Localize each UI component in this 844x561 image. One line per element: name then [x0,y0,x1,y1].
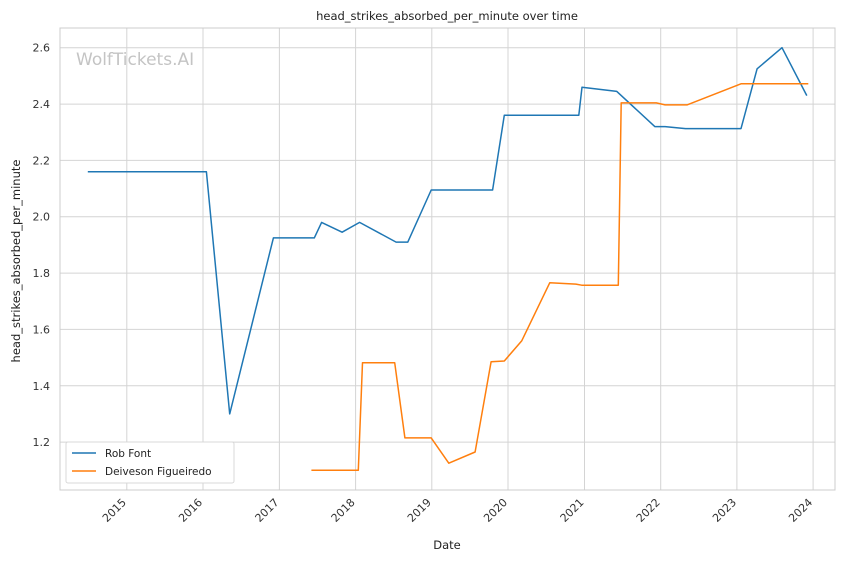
series-rob-font [87,46,808,415]
data-point-rob-font [359,222,361,224]
data-point-rob-font [685,128,687,130]
data-point-rob-font [395,241,397,243]
data-point-rob-font [430,189,432,191]
data-point-rob-font [229,413,231,415]
chart-title: head_strikes_absorbed_per_minute over ti… [316,9,578,23]
data-point-rob-font [654,126,656,128]
data-point-deiveson-figueiredo [311,469,313,471]
data-point-deiveson-figueiredo [357,469,359,471]
data-point-rob-font [87,171,89,173]
y-tick-label: 2.6 [33,42,51,55]
legend-box [65,441,235,484]
data-point-deiveson-figueiredo [394,362,396,364]
x-tick-label: 2019 [405,496,434,525]
data-point-deiveson-figueiredo [686,104,688,106]
series-deiveson-figueiredo [311,83,809,472]
data-point-deiveson-figueiredo [474,451,476,453]
y-axis-ticks: 1.2 1.4 1.6 1.8 2.0 2.2 2.4 2.6 [33,42,51,449]
data-point-rob-font [273,237,275,239]
x-tick-label: 2020 [481,496,510,525]
x-tick-label: 2024 [786,496,815,525]
x-tick-label: 2022 [634,496,663,525]
data-point-rob-font [503,114,505,116]
x-axis-ticks: 2015 2016 2017 2018 2019 2020 2021 2022 2023 2024 [100,496,815,525]
legend: Rob Font Deiveson Figueiredo [65,441,235,484]
y-tick-label: 1.8 [33,267,51,280]
x-axis-label: Date [433,538,461,552]
data-point-rob-font [492,189,494,191]
series-line-deiveson-figueiredo [311,83,809,472]
y-tick-label: 2.0 [33,211,51,224]
data-point-deiveson-figueiredo [448,462,450,464]
watermark-text: WolfTickets.AI [76,50,194,70]
data-point-deiveson-figueiredo [581,284,583,286]
data-point-rob-font [664,126,666,128]
data-point-rob-font [407,241,409,243]
x-tick-label: 2016 [176,496,205,525]
legend-label-rob-font: Rob Font [105,448,151,460]
data-point-rob-font [806,95,808,97]
y-tick-label: 2.4 [33,98,51,111]
x-tick-label: 2015 [100,496,129,525]
data-point-deiveson-figueiredo [503,360,505,362]
data-point-rob-font [756,68,758,70]
series-line-rob-font [87,46,808,415]
data-point-deiveson-figueiredo [807,83,809,85]
plot-frame [59,27,836,491]
x-tick-label: 2018 [329,496,358,525]
data-point-deiveson-figueiredo [740,83,742,85]
y-tick-label: 2.2 [33,154,51,167]
plot-area [60,28,835,490]
data-point-rob-font [581,86,583,88]
data-point-deiveson-figueiredo [362,362,364,364]
data-point-rob-font [313,237,315,239]
data-point-deiveson-figueiredo [521,340,523,342]
data-point-deiveson-figueiredo [655,102,657,104]
data-point-deiveson-figueiredo [620,102,622,104]
data-point-deiveson-figueiredo [490,361,492,363]
data-point-deiveson-figueiredo [617,284,619,286]
y-tick-label: 1.4 [33,380,51,393]
series-layer [87,46,809,472]
x-tick-label: 2017 [253,496,282,525]
data-point-rob-font [781,47,783,49]
data-point-rob-font [740,128,742,130]
data-point-deiveson-figueiredo [756,83,758,85]
y-tick-label: 1.2 [33,436,51,449]
legend-label-deiveson-figueiredo: Deiveson Figueiredo [105,466,212,478]
data-point-rob-font [341,231,343,233]
x-tick-label: 2023 [710,496,739,525]
data-point-deiveson-figueiredo [549,282,551,284]
data-point-rob-font [321,222,323,224]
data-point-deiveson-figueiredo [575,283,577,285]
y-tick-label: 1.6 [33,323,51,336]
x-tick-label: 2021 [558,496,587,525]
data-point-deiveson-figueiredo [430,437,432,439]
data-point-rob-font [206,171,208,173]
data-point-rob-font [616,91,618,93]
data-point-deiveson-figueiredo [664,104,666,106]
y-axis-label: head_strikes_absorbed_per_minute [9,160,23,363]
data-point-rob-font [578,114,580,116]
data-point-deiveson-figueiredo [404,437,406,439]
